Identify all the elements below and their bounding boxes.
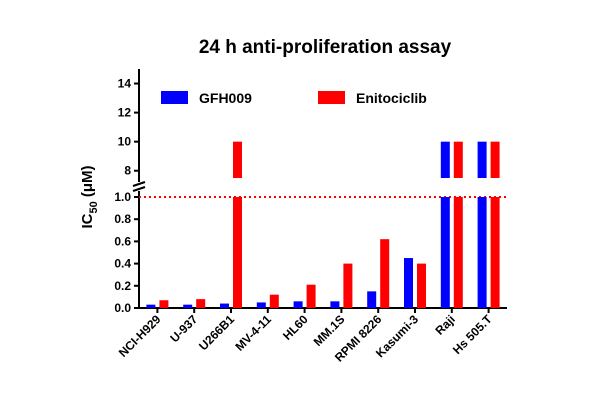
bar-gfh009-mm-1s (330, 301, 340, 308)
bar-enitociclib-kasumi-3 (417, 263, 426, 308)
y-tick-label: 10 (118, 135, 132, 149)
y-tick-label: 8 (124, 164, 131, 178)
y-axis-label-sub: 50 (88, 201, 100, 213)
bar-enitociclib-mm-1s (343, 263, 353, 308)
axis-break-mark-bottom (132, 186, 146, 192)
bar-gfh009-raji-lower (440, 197, 450, 308)
bar-gfh009-hs-505-t-lower (477, 197, 487, 308)
y-tick-label: 0.0 (114, 301, 131, 315)
bar-gfh009-kasumi-3 (404, 258, 413, 308)
plot-area: 0.0 0.2 0.4 0.6 0.8 1.0 8 10 12 14 NCI-H929 U-937U2… (114, 69, 507, 365)
y-tick-label: 14 (118, 77, 132, 91)
y-tick-label: 1.0 (114, 190, 131, 204)
x-tick-label: HL60 (280, 312, 311, 343)
chart-title: 24 h anti-proliferation assay (199, 37, 452, 58)
bar-gfh009-rpmi-8226 (367, 291, 377, 308)
legend-label-enitociclib: Enitociclib (356, 90, 427, 106)
legend-swatch-gfh009 (161, 91, 188, 104)
y-axis-label-main: IC (79, 213, 96, 228)
bar-gfh009-u-937 (183, 304, 193, 308)
bar-gfh009-raji-upper (440, 141, 450, 178)
bar-enitociclib-u266b1-lower (233, 197, 242, 308)
bar-gfh009-hs-505-t-upper (477, 141, 487, 178)
y-tick-label: 0.2 (114, 279, 131, 293)
bar-enitociclib-u266b1-upper (233, 141, 242, 178)
x-tick-label: U266B1 (196, 312, 237, 353)
bar-gfh009-mv-4-11 (256, 302, 266, 308)
legend-label-gfh009: GFH009 (199, 90, 252, 106)
x-tick-label: Raji (432, 312, 457, 337)
bar-enitociclib-rpmi-8226 (380, 239, 390, 308)
bar-enitociclib-hs-505-t-lower (490, 197, 500, 308)
bar-enitociclib-raji-lower (453, 197, 463, 308)
x-tick-label: U-937 (167, 312, 200, 345)
y-tick-label: 0.4 (114, 257, 131, 271)
x-tick-label: MV-4-11 (232, 312, 274, 354)
axis-break-mark-top (132, 181, 146, 187)
x-tick-label: NCI-H929 (116, 312, 164, 360)
bar-gfh009-hl60 (293, 301, 303, 308)
y-tick-label: 0.8 (114, 212, 131, 226)
bar-enitociclib-u-937 (196, 299, 206, 308)
x-tick-label: Hs 505.T (450, 312, 495, 357)
bar-gfh009-u266b1 (220, 303, 229, 308)
y-tick-label: 12 (118, 106, 132, 120)
y-tick-label: 0.6 (114, 234, 131, 248)
bar-enitociclib-hs-505-t-upper (490, 141, 500, 178)
y-axis-label: IC50 (μM) (79, 165, 100, 228)
legend-swatch-enitociclib (318, 91, 345, 104)
bar-enitociclib-nci-h929 (159, 300, 169, 308)
bar-gfh009-nci-h929 (146, 304, 156, 308)
bar-enitociclib-mv-4-11 (269, 294, 279, 308)
y-axis-label-unit: (μM) (79, 165, 96, 201)
bar-enitociclib-hl60 (306, 284, 316, 308)
bar-enitociclib-raji-upper (453, 141, 463, 178)
legend: GFH009 Enitociclib (161, 90, 427, 106)
